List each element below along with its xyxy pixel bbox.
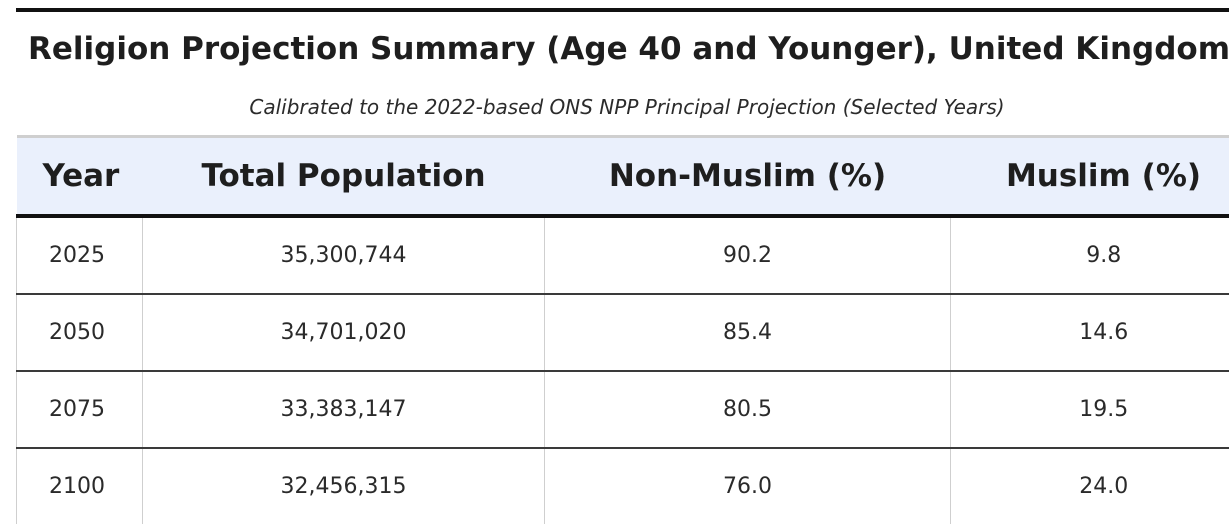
cell-total-population: 35,300,744 (142, 216, 545, 295)
table-header: Year Total Population Non-Muslim (%) Mus… (16, 135, 1229, 218)
column-header-total-population: Total Population (142, 135, 545, 218)
page-subtitle: Calibrated to the 2022-based ONS NPP Pri… (249, 95, 1005, 119)
cell-muslim: 24.0 (950, 448, 1229, 524)
cell-non-muslim: 90.2 (544, 216, 951, 295)
cell-total-population: 34,701,020 (142, 294, 545, 372)
table-row: 2025 35,300,744 90.2 9.8 (16, 216, 1229, 295)
cell-non-muslim: 80.5 (544, 371, 951, 449)
cell-year: 2050 (16, 294, 143, 372)
projection-table-container: Year Total Population Non-Muslim (%) Mus… (16, 135, 1229, 524)
table-row: 2075 33,383,147 80.5 19.5 (16, 371, 1229, 449)
cell-muslim: 9.8 (950, 216, 1229, 295)
cell-muslim: 19.5 (950, 371, 1229, 449)
cell-year: 2100 (16, 448, 143, 524)
table-row: 2100 32,456,315 76.0 24.0 (16, 448, 1229, 524)
column-header-non-muslim: Non-Muslim (%) (544, 135, 951, 218)
page-title: Religion Projection Summary (Age 40 and … (28, 31, 1229, 67)
top-rule (16, 8, 1229, 12)
cell-total-population: 32,456,315 (142, 448, 545, 524)
column-header-muslim: Muslim (%) (950, 135, 1229, 218)
table-row: 2050 34,701,020 85.4 14.6 (16, 294, 1229, 372)
column-header-year: Year (16, 135, 143, 218)
cell-year: 2075 (16, 371, 143, 449)
header-row: Year Total Population Non-Muslim (%) Mus… (16, 135, 1229, 218)
cell-muslim: 14.6 (950, 294, 1229, 372)
cell-non-muslim: 76.0 (544, 448, 951, 524)
cell-year: 2025 (16, 216, 143, 295)
cell-non-muslim: 85.4 (544, 294, 951, 372)
table-body: 2025 35,300,744 90.2 9.8 2050 34,701,020… (16, 216, 1229, 524)
projection-table: Year Total Population Non-Muslim (%) Mus… (16, 135, 1229, 524)
cell-total-population: 33,383,147 (142, 371, 545, 449)
